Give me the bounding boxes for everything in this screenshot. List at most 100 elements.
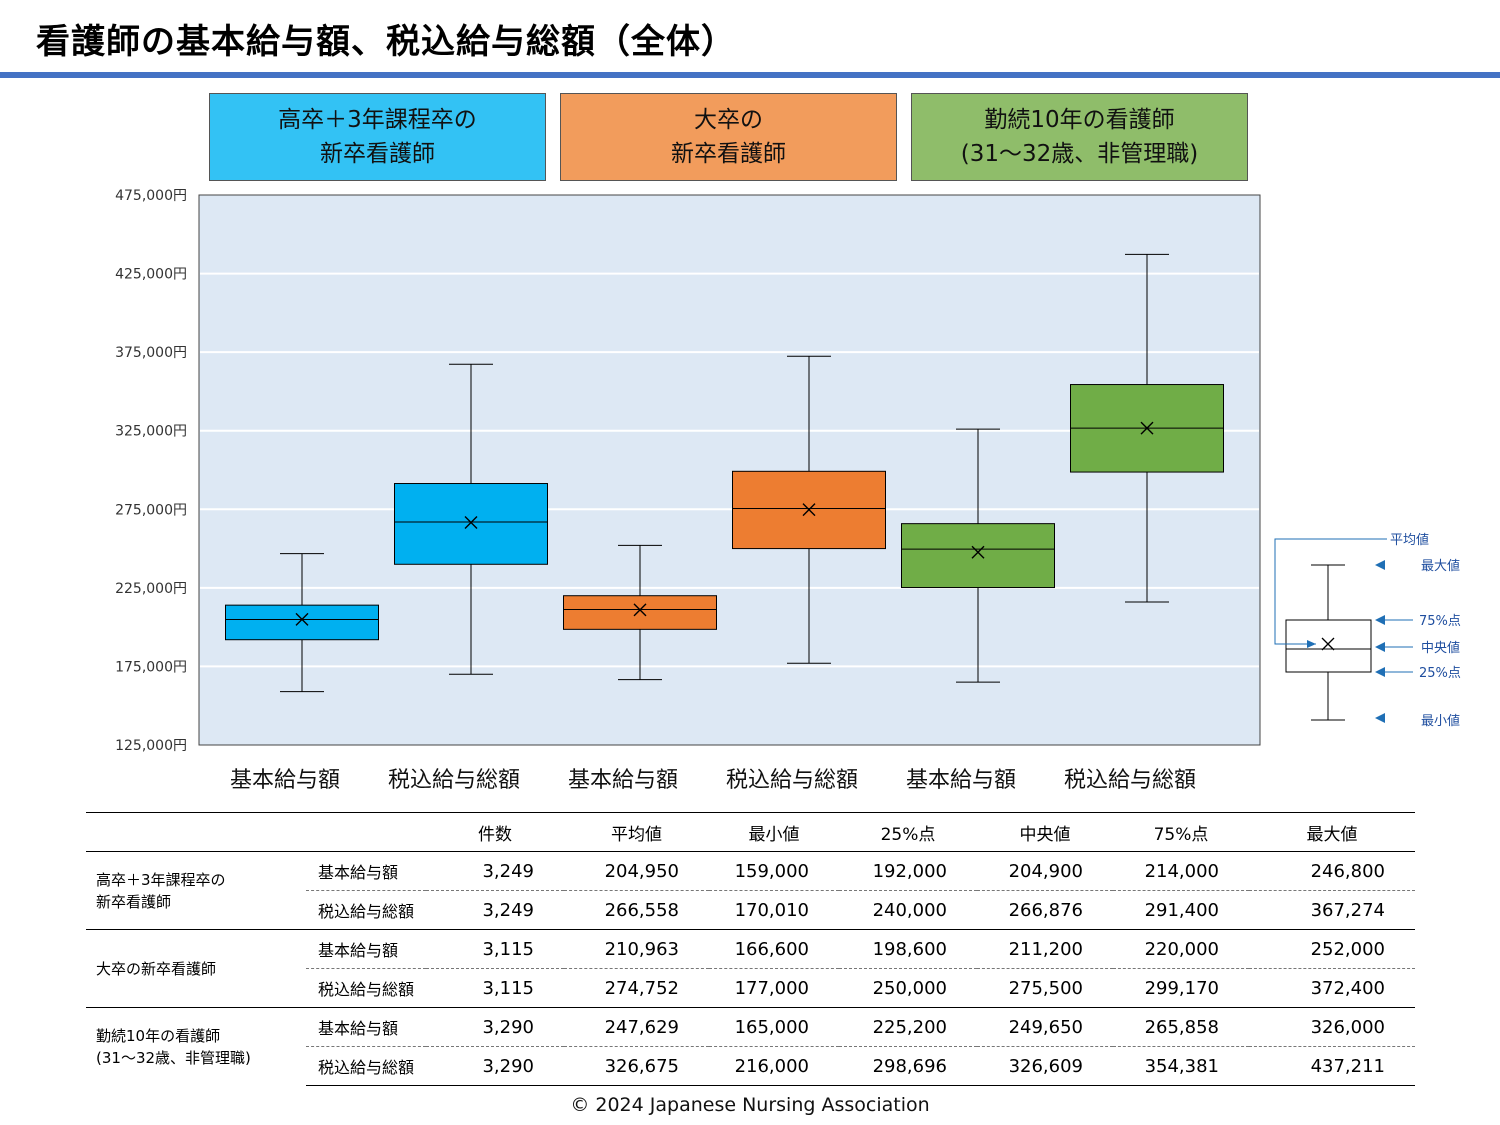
legend-arrow-q1 bbox=[1375, 667, 1385, 677]
y-tick-label: 175,000円 bbox=[115, 659, 187, 675]
x-category-label: 税込給与総額 bbox=[388, 768, 520, 793]
group-label-highschool: 高卒＋3年課程卒の 新卒看護師 bbox=[209, 93, 546, 181]
y-tick-label: 475,000円 bbox=[115, 188, 187, 204]
y-tick-label: 375,000円 bbox=[115, 345, 187, 361]
y-tick-label: 225,000円 bbox=[115, 581, 187, 597]
group-label-line1: 高卒＋3年課程卒の bbox=[278, 107, 477, 133]
header-q1: 25%点 bbox=[839, 812, 977, 852]
header-count: 件数 bbox=[426, 812, 564, 852]
table-cell: 246,800 bbox=[1249, 851, 1415, 891]
boxes bbox=[225, 253, 1224, 693]
x-category-label: 税込給与総額 bbox=[1064, 768, 1196, 793]
table-cell: 275,500 bbox=[977, 968, 1113, 1008]
table-cell: 437,211 bbox=[1249, 1046, 1415, 1086]
legend-arrow-min bbox=[1375, 713, 1385, 723]
title-rule bbox=[0, 72, 1500, 78]
table-cell: 170,010 bbox=[709, 890, 839, 930]
box-1 bbox=[225, 553, 379, 693]
box-4 bbox=[732, 355, 886, 664]
row-group-label-line1: 大卒の新卒看護師 bbox=[96, 959, 217, 978]
table-cell: 266,558 bbox=[564, 890, 709, 930]
legend-label-median: 中央値 bbox=[1421, 640, 1460, 656]
mean-marker bbox=[971, 545, 985, 559]
group-label-line1: 大卒の bbox=[694, 107, 763, 133]
row-metric-label: 税込給与総額 bbox=[306, 968, 426, 1008]
table-cell: 214,000 bbox=[1113, 851, 1249, 891]
table-cell: 372,400 bbox=[1249, 968, 1415, 1008]
statistics-table: 件数 平均値 最小値 25%点 中央値 75%点 最大値 高卒＋3年課程卒の 新卒… bbox=[86, 812, 1415, 1086]
y-tick-label: 275,000円 bbox=[115, 502, 187, 518]
box-plot-chart: 475,000円 425,000円 375,000円 325,000円 275,000円… bbox=[115, 188, 1461, 793]
table-cell: 250,000 bbox=[839, 968, 977, 1008]
table-cell: 240,000 bbox=[839, 890, 977, 930]
group-label-line2: (31～32歳、非管理職) bbox=[960, 141, 1199, 167]
mean-marker bbox=[802, 503, 816, 517]
table-cell: 3,115 bbox=[426, 968, 564, 1008]
table-cell: 3,249 bbox=[426, 851, 564, 891]
table-cell: 247,629 bbox=[564, 1007, 709, 1047]
row-group-label-line2: 新卒看護師 bbox=[96, 892, 172, 911]
row-metric-label: 基本給与額 bbox=[306, 1007, 426, 1047]
table-cell: 326,609 bbox=[977, 1046, 1113, 1086]
legend-label-q3: 75%点 bbox=[1419, 614, 1461, 629]
table-cell: 198,600 bbox=[839, 929, 977, 969]
table-cell: 252,000 bbox=[1249, 929, 1415, 969]
y-tick-label: 325,000円 bbox=[115, 424, 187, 440]
table-row: 大卒の新卒看護師 基本給与額 3,115 210,963 166,600 198,600 2… bbox=[86, 929, 1415, 1008]
row-group-label: 高卒＋3年課程卒の 新卒看護師 bbox=[86, 851, 306, 930]
table-row: 高卒＋3年課程卒の 新卒看護師 基本給与額 3,249 204,950 159,000 19… bbox=[86, 851, 1415, 930]
mean-marker bbox=[633, 603, 647, 617]
header-blank bbox=[86, 812, 306, 852]
gridlines bbox=[200, 272, 1259, 668]
legend-label-max: 最大値 bbox=[1421, 558, 1460, 574]
legend-arrow-median bbox=[1375, 642, 1385, 652]
table-row: 勤続10年の看護師 (31～32歳、非管理職) 基本給与額 3,290 247,629 1… bbox=[86, 1007, 1415, 1086]
table-cell: 159,000 bbox=[709, 851, 839, 891]
legend-arrow-mean bbox=[1307, 640, 1316, 648]
group-label-line1: 勤続10年の看護師 bbox=[984, 107, 1175, 133]
row-metric-label: 基本給与額 bbox=[306, 929, 426, 969]
x-category-label: 基本給与額 bbox=[906, 768, 1016, 793]
mean-marker bbox=[295, 612, 309, 626]
legend-arrow-q3 bbox=[1375, 615, 1385, 625]
copyright: © 2024 Japanese Nursing Association bbox=[570, 1094, 930, 1116]
y-tick-label: 125,000円 bbox=[115, 738, 187, 754]
table-row: 税込給与総額 3,249 266,558 170,010 240,000 266,876 2… bbox=[86, 890, 1415, 930]
table-cell: 211,200 bbox=[977, 929, 1113, 969]
table-cell: 192,000 bbox=[839, 851, 977, 891]
table-body: 高卒＋3年課程卒の 新卒看護師 基本給与額 3,249 204,950 159,000 19… bbox=[86, 851, 1415, 1086]
box-3 bbox=[563, 544, 717, 681]
table-cell: 225,200 bbox=[839, 1007, 977, 1047]
row-group-label: 勤続10年の看護師 (31～32歳、非管理職) bbox=[86, 1007, 306, 1086]
box-legend: 平均値 最大値 75%点 中央値 25%点 最小値 bbox=[1274, 532, 1461, 729]
legend-label-min: 最小値 bbox=[1421, 713, 1460, 729]
table-row: 税込給与総額 3,115 274,752 177,000 250,000 275,500 2… bbox=[86, 968, 1415, 1008]
table-cell: 3,249 bbox=[426, 890, 564, 930]
y-axis-ticks: 475,000円 425,000円 375,000円 325,000円 275,000円… bbox=[115, 188, 187, 754]
row-group-label-line1: 勤続10年の看護師 bbox=[96, 1026, 221, 1045]
iqr-box bbox=[563, 595, 717, 630]
table-cell: 216,000 bbox=[709, 1046, 839, 1086]
mean-marker bbox=[1140, 421, 1154, 435]
table-cell: 326,000 bbox=[1249, 1007, 1415, 1047]
header-blank bbox=[306, 812, 426, 852]
table-cell: 291,400 bbox=[1113, 890, 1249, 930]
box-2 bbox=[394, 363, 548, 675]
x-category-label: 税込給与総額 bbox=[726, 768, 858, 793]
row-group-label-line1: 高卒＋3年課程卒の bbox=[96, 870, 226, 889]
box-5 bbox=[901, 428, 1055, 683]
table-cell: 177,000 bbox=[709, 968, 839, 1008]
table-row: 税込給与総額 3,290 326,675 216,000 298,696 326,609 3… bbox=[86, 1046, 1415, 1086]
legend-label-q1: 25%点 bbox=[1419, 666, 1461, 681]
table-cell: 3,290 bbox=[426, 1046, 564, 1086]
table-cell: 165,000 bbox=[709, 1007, 839, 1047]
legend-arrow-max bbox=[1375, 560, 1385, 570]
table-cell: 274,752 bbox=[564, 968, 709, 1008]
header-mean: 平均値 bbox=[564, 812, 709, 852]
header-min: 最小値 bbox=[709, 812, 839, 852]
x-category-label: 基本給与額 bbox=[230, 768, 340, 793]
table-cell: 265,858 bbox=[1113, 1007, 1249, 1047]
table-cell: 266,876 bbox=[977, 890, 1113, 930]
row-metric-label: 税込給与総額 bbox=[306, 1046, 426, 1086]
table-cell: 249,650 bbox=[977, 1007, 1113, 1047]
